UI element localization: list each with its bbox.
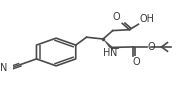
- Text: OH: OH: [139, 14, 154, 24]
- Text: O: O: [148, 42, 155, 52]
- Polygon shape: [103, 39, 112, 48]
- Text: N: N: [110, 48, 118, 58]
- Text: O: O: [113, 12, 121, 22]
- Text: H: H: [103, 48, 110, 58]
- Text: O: O: [132, 57, 140, 67]
- Text: N: N: [0, 63, 7, 73]
